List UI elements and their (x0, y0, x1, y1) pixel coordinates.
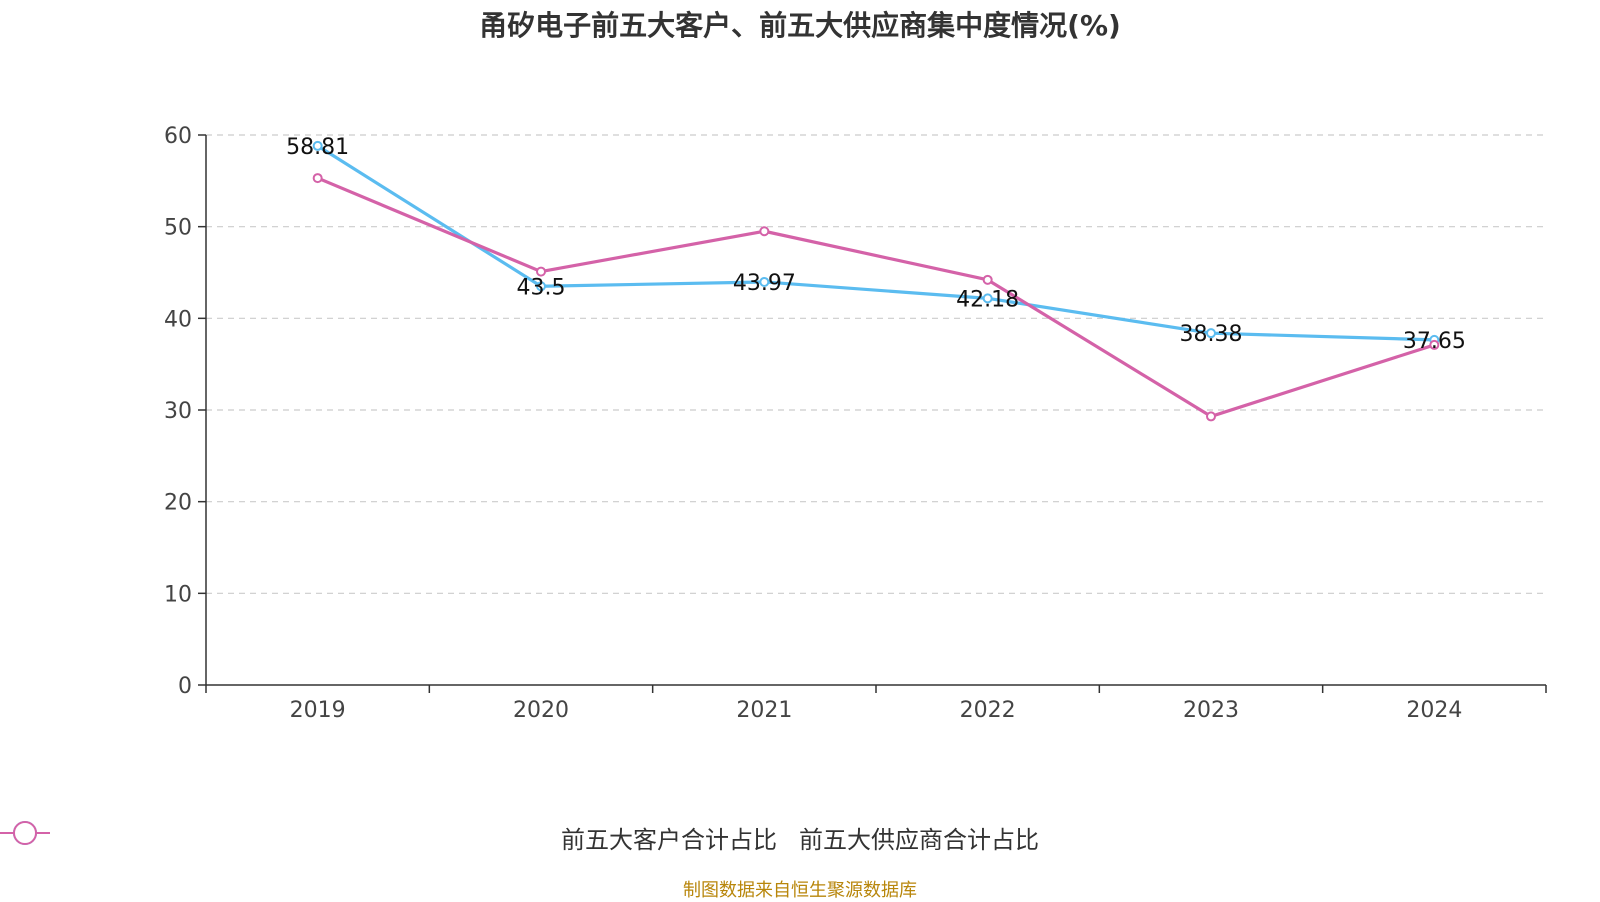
y-tick-label: 50 (164, 216, 192, 241)
data-point-customers (312, 140, 323, 151)
data-point-suppliers (1206, 411, 1216, 422)
data-point-suppliers (982, 274, 993, 285)
data-label: 37.65 (1403, 329, 1466, 354)
legend-item-customers[interactable]: 前五大客户合计占比 (0, 820, 777, 855)
data-label: 58.81 (286, 135, 349, 160)
x-tick-label: 2020 (513, 698, 569, 723)
legend-label-customers: 前五大客户合计占比 (561, 826, 777, 854)
data-point-customers (536, 281, 546, 292)
data-label: 43.5 (517, 275, 566, 300)
data-point-customers (759, 276, 770, 287)
data-point-suppliers (1429, 339, 1440, 350)
y-tick-label: 30 (164, 399, 192, 424)
series-line-suppliers (317, 176, 1435, 419)
data-point-customers (1206, 328, 1216, 339)
y-tick-label: 60 (164, 124, 192, 149)
x-tick-label: 2023 (1183, 698, 1239, 723)
legend-label-suppliers: 前五大供应商合计占比 (799, 826, 1039, 854)
y-tick-label: 20 (164, 491, 192, 516)
x-tick-label: 2024 (1406, 698, 1462, 723)
y-tick-label: 40 (164, 307, 192, 332)
data-label: 43.97 (733, 271, 796, 296)
y-tick-label: 0 (178, 674, 192, 699)
chart-title: 甬矽电子前五大客户、前五大供应商集中度情况(%) (479, 9, 1121, 42)
x-tick-label: 2022 (960, 698, 1016, 723)
x-tick-label: 2021 (736, 698, 792, 723)
data-point-suppliers (312, 173, 323, 184)
data-label: 38.38 (1180, 322, 1243, 347)
series-line-customers (316, 144, 1435, 342)
data-point-suppliers (759, 226, 770, 237)
y-tick-label: 10 (164, 582, 192, 607)
legend-item-suppliers[interactable]: 前五大供应商合计占比 (0, 820, 1039, 855)
legend: 前五大客户合计占比 前五大供应商合计占比 (0, 820, 1600, 855)
data-point-customers (982, 293, 993, 304)
data-label: 42.18 (956, 287, 1019, 312)
legend-swatch-suppliers (0, 821, 50, 845)
source-note: 制图数据来自恒生聚源数据库 (683, 880, 917, 901)
data-point-suppliers (536, 266, 546, 277)
x-tick-label: 2019 (290, 698, 346, 723)
